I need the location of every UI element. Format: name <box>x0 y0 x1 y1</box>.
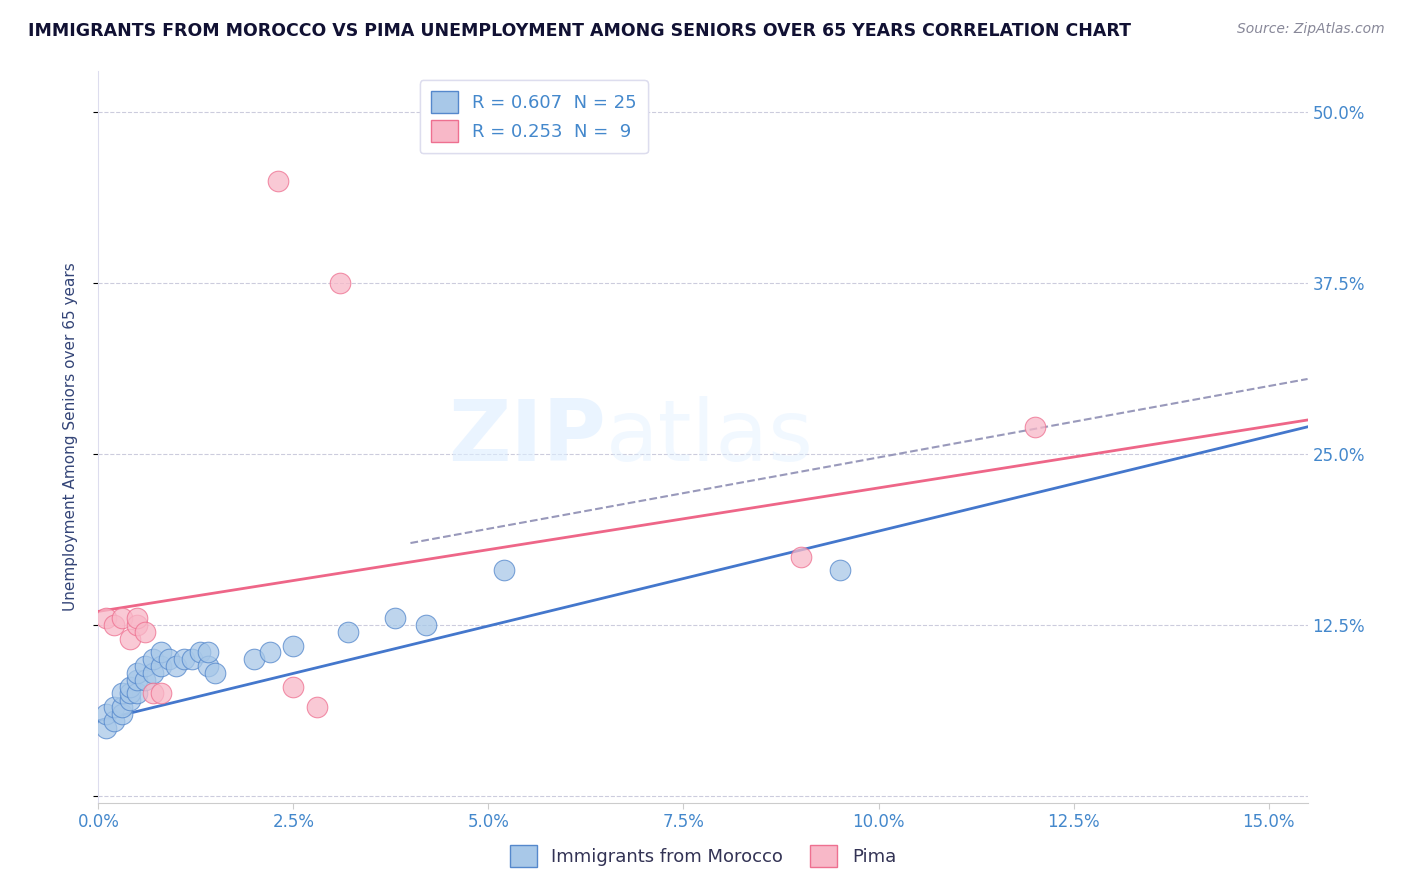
Point <box>267 174 290 188</box>
Point <box>204 665 226 680</box>
Point <box>118 686 141 700</box>
Point <box>142 665 165 680</box>
Point <box>494 563 516 577</box>
Legend: R = 0.607  N = 25, R = 0.253  N =  9: R = 0.607 N = 25, R = 0.253 N = 9 <box>420 80 648 153</box>
Point <box>111 686 134 700</box>
Point <box>103 618 125 632</box>
Point <box>118 680 141 694</box>
Point <box>165 659 187 673</box>
Point <box>1024 420 1046 434</box>
Point <box>243 652 266 666</box>
Point <box>157 652 180 666</box>
Point <box>283 639 305 653</box>
Point <box>337 624 360 639</box>
Point <box>127 673 149 687</box>
Point <box>828 563 851 577</box>
Point <box>197 659 219 673</box>
Y-axis label: Unemployment Among Seniors over 65 years: Unemployment Among Seniors over 65 years <box>63 263 77 611</box>
Point <box>197 645 219 659</box>
Point <box>96 721 118 735</box>
Point <box>173 652 195 666</box>
Point <box>111 611 134 625</box>
Point <box>127 686 149 700</box>
Point <box>259 645 281 659</box>
Point <box>384 611 406 625</box>
Point <box>134 673 156 687</box>
Point <box>181 652 204 666</box>
Point <box>127 618 149 632</box>
Point <box>134 659 156 673</box>
Text: atlas: atlas <box>606 395 814 479</box>
Point <box>149 686 172 700</box>
Point <box>103 700 125 714</box>
Point <box>111 706 134 721</box>
Point <box>283 680 305 694</box>
Point <box>118 632 141 646</box>
Point <box>149 645 172 659</box>
Point <box>127 611 149 625</box>
Text: Source: ZipAtlas.com: Source: ZipAtlas.com <box>1237 22 1385 37</box>
Point <box>305 700 328 714</box>
Point <box>118 693 141 707</box>
Point <box>142 652 165 666</box>
Point <box>789 549 811 564</box>
Point <box>329 277 352 291</box>
Point <box>415 618 437 632</box>
Point <box>188 645 211 659</box>
Point <box>96 706 118 721</box>
Point <box>111 700 134 714</box>
Point <box>142 686 165 700</box>
Point <box>127 665 149 680</box>
Text: IMMIGRANTS FROM MOROCCO VS PIMA UNEMPLOYMENT AMONG SENIORS OVER 65 YEARS CORRELA: IMMIGRANTS FROM MOROCCO VS PIMA UNEMPLOY… <box>28 22 1130 40</box>
Point <box>149 659 172 673</box>
Point <box>103 714 125 728</box>
Text: ZIP: ZIP <box>449 395 606 479</box>
Point <box>134 624 156 639</box>
Point <box>96 611 118 625</box>
Legend: Immigrants from Morocco, Pima: Immigrants from Morocco, Pima <box>503 838 903 874</box>
